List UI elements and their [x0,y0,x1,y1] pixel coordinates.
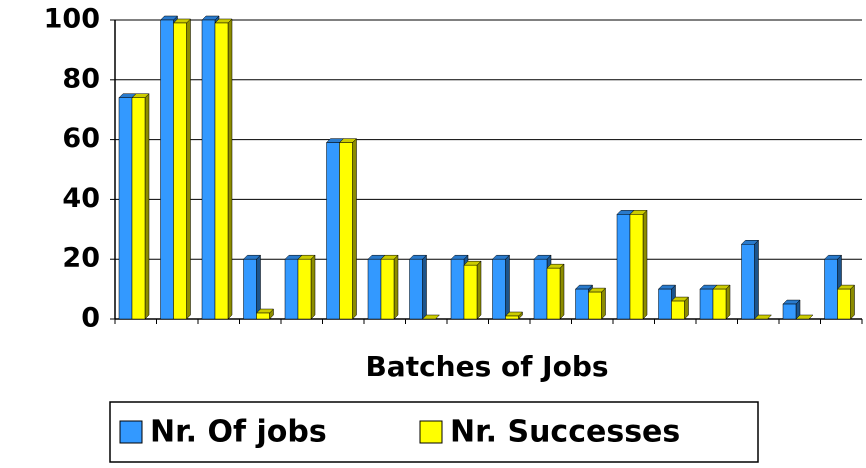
bar-front [173,22,187,320]
bar [795,314,814,320]
bar-front [118,97,133,320]
bar-front [284,258,299,320]
bar [587,287,607,320]
bar-side [144,93,150,320]
bar [421,314,441,320]
bar-front [339,142,353,320]
legend-swatch [119,420,143,444]
bar [753,314,773,320]
bar [297,254,316,320]
bar-side [422,254,427,320]
bar-front [741,244,755,320]
y-tick-label: 60 [62,123,100,154]
bar-side [754,239,759,320]
bar-side [186,18,191,320]
y-tick-label: 40 [62,183,100,214]
bar-front [505,315,519,320]
bar-front [463,264,478,320]
bar-front [824,258,838,320]
x-axis-title: Batches of Jobs [365,350,608,383]
bar [782,299,801,320]
bar-side [352,137,357,320]
bar [463,260,482,320]
bar-front [214,22,229,320]
bar-front [243,258,257,320]
bar-side [310,254,316,320]
bar-front [326,142,340,320]
bar-side [601,287,606,320]
bar [214,18,233,320]
bar-side [642,209,648,320]
bar-side [559,263,565,320]
legend-label: Nr. Of jobs [150,415,327,450]
bar-front [367,258,382,320]
bar-front [256,312,270,320]
y-tick-label: 0 [81,303,100,334]
y-tick-label: 80 [62,63,100,94]
bar [740,239,760,320]
bar [670,296,690,320]
bar-front [409,258,423,320]
bar-front [450,258,465,320]
bar [338,137,358,320]
bar [546,263,565,320]
bar-front [160,19,174,320]
bar-front [546,267,561,320]
bar-front [588,291,602,320]
bar [172,18,192,320]
bar-front [699,288,714,320]
bar-front [712,288,727,320]
bar [504,311,524,320]
legend-label: Nr. Successes [450,415,680,450]
bar [255,308,275,320]
bar-side [505,254,510,320]
bar-front [629,214,644,320]
bar-front [492,258,506,320]
bar-side [393,254,399,320]
bar-front [131,97,146,320]
bar-front [297,258,312,320]
bar-side [850,284,855,320]
bar [629,209,648,320]
bar-top [795,314,814,320]
y-tick-label: 100 [44,4,100,35]
bar-top [753,314,773,320]
bar-front [658,288,672,320]
bar [131,93,150,320]
y-tick-label: 20 [62,243,100,274]
bar-front [533,258,548,320]
bar-front [837,288,851,320]
bar [242,254,262,320]
bar-side [725,284,731,320]
bar [712,284,731,320]
bar [408,254,428,320]
bar-front [201,19,216,320]
bar-front [616,214,631,320]
bar-top [421,314,441,320]
bar [836,284,856,320]
bar-front [782,303,797,320]
bar-front [575,288,589,320]
bar-side [476,260,482,320]
bar [491,254,511,320]
bar-front [671,300,685,320]
bar-side [227,18,233,320]
bar [380,254,399,320]
legend-swatch [419,420,443,444]
bar-front [380,258,395,320]
